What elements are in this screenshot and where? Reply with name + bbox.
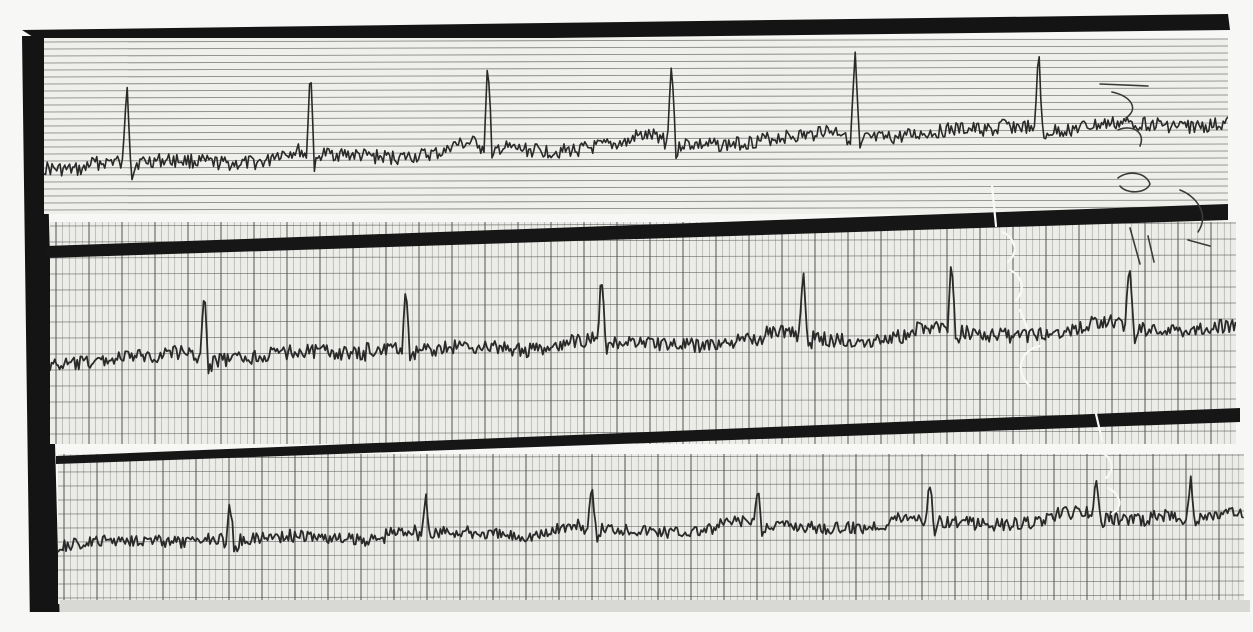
grid-line-horizontal [58,580,1244,585]
grid-line-horizontal [44,73,1228,78]
bottom-paper-edge [60,600,1250,614]
grid-line-horizontal [58,468,1244,473]
grid-line-horizontal [44,115,1228,120]
strip-3-grid [58,454,1244,604]
strip-1-grid [44,38,1228,211]
grid-line-horizontal [58,482,1244,487]
grid-line-horizontal [58,524,1244,529]
grid-line-horizontal [44,59,1228,64]
ecg-trace-line [44,51,1228,181]
grid-line-horizontal [50,414,1236,419]
grid-line-horizontal [44,206,1228,211]
left-frame-edge [22,36,60,628]
grid-line-horizontal [44,87,1228,92]
grid-line-horizontal [58,496,1244,501]
grid-line-horizontal [44,150,1228,155]
grid-line-horizontal [44,136,1228,141]
grid-line-horizontal [44,80,1228,85]
grid-line-horizontal [44,171,1228,176]
handwritten-annotations [990,83,1211,516]
handwriting-white-2 [1094,412,1121,516]
grid-line-horizontal [44,192,1228,197]
grid-line-horizontal [58,454,1244,459]
grid-line-horizontal [50,398,1236,403]
separator-bar-2 [56,408,1240,464]
strip-1-trace [44,51,1228,181]
handwriting-mark-4 [1129,227,1155,265]
handwriting-mark-2 [1117,172,1151,193]
handwriting-mark-3 [1179,189,1211,247]
grid-line-horizontal [44,101,1228,106]
ecg-trace-line [58,475,1244,553]
grid-line-horizontal [44,164,1228,169]
grid-line-horizontal [58,510,1244,515]
ecg-trace-line [50,266,1236,375]
grid-line-horizontal [44,122,1228,127]
grid-line-horizontal [50,286,1236,291]
strip-2-trace [50,266,1236,375]
grid-line-horizontal [50,350,1236,355]
grid-line-horizontal [44,52,1228,57]
strip-3-trace [58,475,1244,553]
grid-line-horizontal [44,108,1228,113]
grid-line-horizontal [50,366,1236,371]
handwriting-white-1 [990,184,1042,388]
grid-line-horizontal [50,302,1236,307]
grid-line-horizontal [44,143,1228,148]
grid-line-horizontal [44,199,1228,204]
grid-line-horizontal [50,270,1236,275]
grid-line-horizontal [44,185,1228,190]
handwriting-mark-1 [1099,83,1149,147]
grid-line-horizontal [44,94,1228,99]
grid-line-horizontal [44,45,1228,50]
separator-bar-1 [46,204,1228,258]
grid-line-horizontal [58,594,1244,599]
strip-2-grid [50,222,1236,444]
grid-line-horizontal [58,566,1244,571]
grid-line-horizontal [50,382,1236,387]
grid-line-horizontal [50,318,1236,323]
grid-line-horizontal [58,552,1244,557]
top-frame-edge [22,14,1230,44]
bottom-margin [0,612,1253,632]
grid-line-horizontal [44,178,1228,183]
grid-line-horizontal [44,38,1228,43]
grid-line-horizontal [50,254,1236,259]
grid-line-horizontal [44,66,1228,71]
